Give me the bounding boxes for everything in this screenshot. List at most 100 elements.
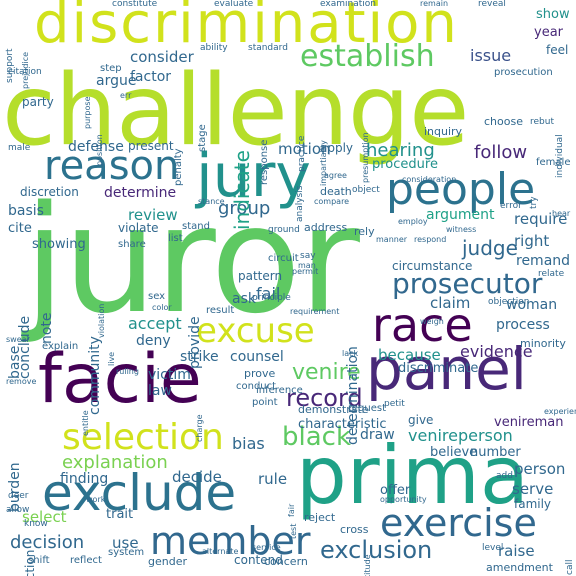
word-discriminate: discriminate — [398, 361, 479, 376]
word-person: person — [514, 460, 566, 478]
word-point: point — [252, 397, 278, 408]
word-party: party — [22, 95, 54, 109]
word-ruling: ruling — [116, 367, 139, 376]
word-reason: reason — [44, 143, 180, 189]
word-circumstance: circumstance — [392, 259, 473, 273]
word-juror: juror — [24, 174, 360, 346]
word-request: request — [348, 403, 387, 414]
word-conduct: conduct — [236, 381, 277, 392]
word-try: try — [529, 196, 539, 209]
word-rule: rule — [258, 470, 288, 488]
word-judge: judge — [462, 236, 518, 260]
word-remove: remove — [6, 377, 37, 386]
word-claim: claim — [430, 294, 471, 312]
word-man: man — [298, 261, 316, 270]
word-apply: apply — [320, 141, 354, 155]
word-lack: lack — [342, 349, 359, 358]
word-circuit: circuit — [268, 253, 299, 264]
word-shift: shift — [28, 555, 50, 566]
word-group: group — [218, 198, 271, 219]
word-live: live — [107, 351, 116, 366]
word-fair: fair — [287, 503, 296, 517]
word-alternate: alternate — [202, 547, 239, 556]
word-rely: rely — [354, 225, 375, 238]
word-rebut: rebut — [530, 117, 554, 127]
word-object: object — [352, 185, 380, 195]
word-add: add — [496, 471, 513, 481]
word-err: err — [120, 91, 132, 100]
word-decide: decide — [172, 468, 222, 486]
word-present: present — [128, 139, 174, 153]
word-opportunity: opportunity — [380, 495, 427, 504]
word-entitle: entitle — [81, 410, 90, 436]
word-exclusion: exclusion — [320, 536, 433, 564]
word-defense: defense — [68, 139, 124, 155]
word-ability: ability — [200, 43, 228, 53]
word-gender: gender — [148, 555, 187, 568]
word-pattern: pattern — [238, 269, 283, 283]
word-call: call — [565, 559, 575, 575]
word-issue: issue — [470, 46, 512, 65]
word-weigh: weigh — [420, 317, 444, 326]
word-finding: finding — [60, 471, 109, 487]
word-deer: deer — [8, 491, 29, 501]
word-say: say — [300, 251, 316, 261]
word-death: death — [320, 185, 352, 198]
word-inference: inference — [256, 385, 303, 396]
word-prove: prove — [244, 367, 276, 380]
word-process: process — [496, 317, 550, 333]
word-deny: deny — [136, 333, 171, 349]
word-basis: basis — [8, 203, 44, 219]
word-consider: consider — [130, 48, 194, 66]
word-permit: permit — [292, 267, 319, 276]
word-select: select — [22, 508, 67, 526]
word-color: color — [152, 303, 172, 312]
word-charge: charge — [195, 414, 204, 442]
word-review: review — [128, 206, 178, 224]
word-conclude: conclude — [17, 315, 33, 379]
word-test: test — [289, 523, 298, 539]
word-ask: ask — [232, 291, 256, 307]
word-service: service — [252, 543, 281, 552]
word-relate: relate — [538, 269, 565, 279]
word-stage: stage — [197, 124, 208, 152]
word-individual: individual — [555, 134, 565, 178]
word-requirement: requirement — [290, 307, 340, 316]
word-evaluate: evaluate — [214, 0, 254, 9]
word-raise: raise — [498, 542, 535, 560]
word-number: number — [470, 445, 521, 460]
word-member: member — [150, 519, 311, 563]
word-exercise: exercise — [380, 501, 537, 545]
word-offer: offer — [380, 483, 411, 498]
word-employ: employ — [398, 217, 428, 226]
word-woman: woman — [506, 297, 558, 313]
word-believe: believe — [430, 445, 478, 460]
word-cross: cross — [340, 523, 369, 536]
word-objection: objection — [488, 297, 530, 307]
word-constitute: constitute — [112, 0, 158, 9]
word-indicate: indicate — [230, 150, 254, 230]
word-give: give — [408, 413, 434, 427]
word-require: require — [514, 210, 568, 228]
word-note: note — [39, 312, 55, 344]
word-reflect: reflect — [70, 555, 102, 566]
word-prosecution: prosecution — [494, 67, 553, 78]
word-hear: hear — [552, 209, 571, 218]
word-counsel: counsel — [230, 349, 284, 365]
word-record: record — [286, 384, 363, 412]
word-challenge: challenge — [2, 54, 469, 168]
word-follow: follow — [474, 142, 528, 163]
word-showing: showing — [32, 237, 86, 252]
word-procedure: procedure — [372, 157, 438, 172]
word-victim: victim — [148, 367, 191, 383]
word-exclude: exclude — [42, 464, 237, 522]
word-violation: violation — [97, 303, 106, 338]
word-violate: violate — [118, 221, 159, 235]
word-community: community — [87, 336, 103, 415]
word-contend: contend — [234, 553, 283, 567]
word-step: step — [100, 63, 122, 74]
word-agree: agree — [324, 171, 347, 180]
word-ground: ground — [268, 225, 300, 235]
word-provide: provide — [187, 316, 203, 369]
word-minority: minority — [520, 337, 566, 350]
